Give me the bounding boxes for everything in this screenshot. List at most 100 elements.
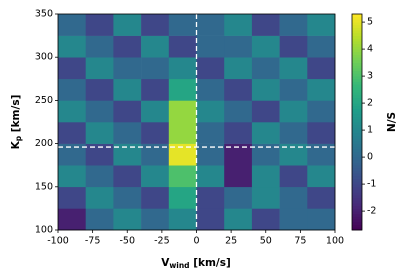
heatmap-cell — [279, 35, 308, 58]
colorbar-segment — [352, 165, 362, 169]
x-tick-label: 75 — [294, 236, 306, 247]
colorbar-segment — [352, 205, 362, 209]
colorbar-segment — [352, 30, 362, 34]
heatmap-cell — [85, 100, 114, 123]
heatmap-cell — [196, 100, 225, 123]
colorbar-segment — [352, 170, 362, 174]
heatmap-cell — [279, 165, 308, 188]
y-tick-label: 150 — [35, 181, 53, 192]
y-tick-label: 350 — [35, 9, 53, 20]
colorbar-segment — [352, 116, 362, 120]
colorbar-segment — [352, 192, 362, 196]
colorbar-segment — [352, 149, 362, 153]
colorbar-segment — [352, 146, 362, 150]
colorbar-segment — [352, 189, 362, 193]
x-tick-label: -25 — [154, 236, 170, 247]
heatmap-cell — [196, 208, 225, 231]
colorbar-segment — [352, 127, 362, 131]
heatmap-cell — [113, 186, 142, 209]
colorbar-segment — [352, 16, 362, 20]
colorbar-segment — [352, 76, 362, 80]
heatmap-cell — [224, 165, 253, 188]
heatmap-cell — [307, 100, 336, 123]
colorbar-segment — [352, 178, 362, 182]
y-axis-label: Kp [km/s] — [10, 95, 23, 150]
heatmap-cell — [196, 57, 225, 80]
heatmap-cell — [113, 78, 142, 101]
colorbar-segment — [352, 100, 362, 104]
x-label-sub: wind — [169, 261, 189, 270]
colorbar-frame — [351, 13, 363, 231]
colorbar-segment — [352, 49, 362, 53]
colorbar-segment — [352, 219, 362, 223]
heatmap-cell — [58, 122, 86, 144]
colorbar-segment — [352, 32, 362, 36]
x-tick-label: 0 — [193, 236, 199, 247]
colorbar-segment — [352, 130, 362, 134]
heatmap-cell — [113, 57, 142, 80]
colorbar-segment — [352, 57, 362, 61]
heatmap-cell — [141, 35, 170, 58]
colorbar-segment — [352, 122, 362, 126]
colorbar-segment — [352, 54, 362, 58]
heatmap-cell — [141, 122, 170, 144]
heatmap-cell — [224, 208, 253, 231]
x-label-main: V — [161, 257, 170, 269]
heatmap-cell — [251, 100, 280, 123]
colorbar-tick-label: 1 — [367, 125, 373, 136]
heatmap-cell — [279, 78, 308, 101]
colorbar-segment — [352, 65, 362, 69]
heatmap-cell — [279, 186, 308, 209]
heatmap-cell — [224, 122, 253, 144]
y-tick-label: 100 — [35, 225, 53, 236]
colorbar-segment — [352, 221, 362, 225]
heatmap-cell — [141, 208, 170, 231]
x-tick-label: -75 — [85, 236, 101, 247]
colorbar-segment — [352, 111, 362, 115]
heatmap-cell — [307, 208, 336, 231]
x-axis-label: Vwind [km/s] — [161, 257, 231, 270]
heatmap-cell — [168, 165, 197, 188]
heatmap-cell — [85, 208, 114, 231]
heatmap-cell — [85, 78, 114, 101]
heatmap-cell — [113, 143, 142, 166]
colorbar-segment — [352, 211, 362, 215]
heatmap-cell — [307, 186, 336, 209]
heatmap-cell — [58, 208, 86, 231]
heatmap-cell — [141, 186, 170, 209]
heatmap-cell — [168, 208, 197, 231]
heatmap-cell — [307, 122, 336, 144]
colorbar-segment — [352, 173, 362, 177]
colorbar-tick-label: 5 — [367, 17, 373, 28]
heatmap-cell — [196, 165, 225, 188]
colorbar-segment — [352, 124, 362, 128]
colorbar-segment — [352, 119, 362, 123]
x-label-unit: [km/s] — [190, 257, 231, 269]
heatmap-cell — [251, 57, 280, 80]
colorbar-segment — [352, 78, 362, 82]
colorbar-segment — [352, 197, 362, 201]
heatmap-cell — [196, 14, 225, 36]
colorbar-segment — [352, 216, 362, 220]
heatmap-cell — [58, 78, 86, 101]
colorbar-segment — [352, 167, 362, 171]
heatmap-cell — [168, 122, 197, 144]
colorbar-segment — [352, 38, 362, 42]
colorbar-segment — [352, 62, 362, 66]
heatmap-cell — [224, 143, 253, 166]
heatmap-cell — [85, 57, 114, 80]
colorbar-segment — [352, 186, 362, 190]
colorbar-segment — [352, 24, 362, 28]
heatmap-cell — [279, 208, 308, 231]
colorbar-segment — [352, 151, 362, 155]
colorbar-segment — [352, 43, 362, 47]
heatmap-cell — [113, 208, 142, 231]
heatmap-cell — [251, 143, 280, 166]
heatmap-cell — [251, 208, 280, 231]
colorbar-tick-label: 2 — [367, 98, 373, 109]
heatmap-cell — [141, 14, 170, 36]
heatmap-cell — [85, 186, 114, 209]
heatmap-cell — [307, 78, 336, 101]
colorbar-segment — [352, 51, 362, 55]
heatmap-cell — [113, 35, 142, 58]
